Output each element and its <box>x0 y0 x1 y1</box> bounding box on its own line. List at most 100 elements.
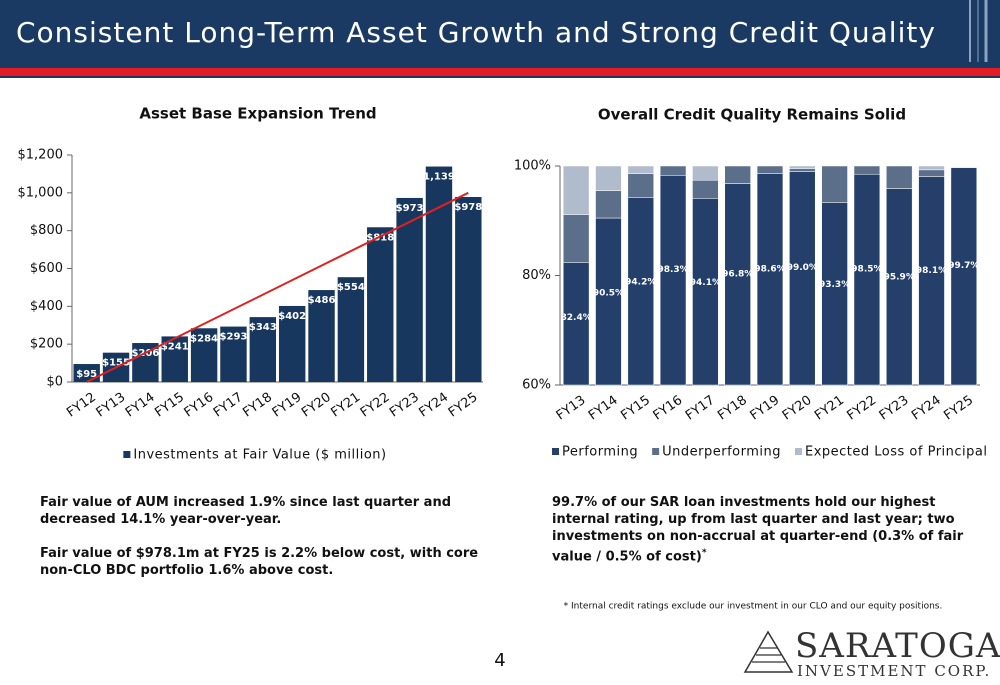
bar-segment <box>789 171 816 386</box>
header-bar <box>0 0 1000 68</box>
x-tick-label: FY19 <box>270 390 305 421</box>
value-label: 98.1% <box>916 266 947 276</box>
x-tick-label: FY22 <box>844 393 879 424</box>
logo-shape <box>752 647 785 663</box>
y-tick-label: 100% <box>514 159 551 174</box>
header-stripe <box>0 68 1000 76</box>
value-label: $343 <box>249 322 277 333</box>
x-tick-label: FY12 <box>64 390 99 421</box>
chart-title: Overall Credit Quality Remains Solid <box>598 106 906 124</box>
value-label: 99.7% <box>948 261 979 271</box>
value-label: 98.6% <box>754 264 785 274</box>
bar-segment <box>627 165 654 174</box>
bar-segment <box>724 165 751 184</box>
bar <box>396 197 423 382</box>
legend: Performing Underperforming Expected Loss o… <box>552 445 988 460</box>
x-tick-label: FY24 <box>909 393 944 424</box>
y-tick-label: $0 <box>46 375 63 390</box>
x-tick-label: FY17 <box>211 390 246 421</box>
x-tick-label: FY18 <box>715 393 750 424</box>
bar-segment <box>692 198 719 386</box>
legend-label: Underperforming <box>662 445 781 460</box>
x-tick-label: FY23 <box>387 390 422 421</box>
value-label: 82.4% <box>561 313 592 323</box>
value-label: $293 <box>220 332 248 343</box>
bar <box>249 317 277 382</box>
x-tick-label: FY13 <box>554 393 589 424</box>
bar-segment <box>659 175 687 386</box>
chart-title: Asset Base Expansion Trend <box>139 105 376 123</box>
value-label: $284 <box>190 333 218 344</box>
value-label: 96.8% <box>722 270 753 280</box>
x-tick-label: FY21 <box>328 390 363 421</box>
legend-swatch <box>123 451 131 458</box>
value-label: $155 <box>102 358 130 369</box>
legend-swatch <box>652 448 660 455</box>
bar-segment <box>950 167 978 386</box>
note: Fair value of AUM increased 1.9% since l… <box>40 495 452 527</box>
bar-segment <box>821 202 848 386</box>
x-tick-label: FY19 <box>748 393 783 424</box>
bar-segment <box>692 179 719 199</box>
legend-swatch <box>795 448 802 455</box>
value-label: $402 <box>278 311 306 322</box>
value-label: $241 <box>161 341 189 352</box>
x-tick-label: FY15 <box>152 390 187 421</box>
bar-segment <box>886 165 913 189</box>
legend-label: Performing <box>562 445 638 460</box>
bar-segment <box>627 173 654 199</box>
bar <box>190 328 218 382</box>
x-tick-label: FY18 <box>240 390 275 421</box>
footnote: * Internal credit ratings exclude our in… <box>564 602 943 612</box>
slide-title: Consistent Long-Term Asset Growth and St… <box>16 16 936 49</box>
bar-segment <box>853 173 881 386</box>
bar-segment <box>886 188 913 386</box>
logo-shape <box>743 630 794 673</box>
bar-segment <box>562 165 590 215</box>
header-stripe <box>0 76 1000 78</box>
x-tick-label: FY16 <box>651 393 686 424</box>
bar <box>337 277 365 382</box>
bar-segment <box>789 168 816 172</box>
value-label: 1,139 <box>423 172 455 183</box>
page-number: 4 <box>494 650 505 671</box>
y-tick-label: 80% <box>522 268 551 283</box>
x-tick-label: FY21 <box>812 393 847 424</box>
x-tick-label: FY16 <box>182 390 217 421</box>
x-tick-label: FY17 <box>683 393 718 424</box>
x-tick-label: FY15 <box>618 393 653 424</box>
bar-segment <box>595 217 622 386</box>
bar-segment <box>918 169 945 177</box>
legend-label: Expected Loss of Principal <box>805 445 988 460</box>
bar <box>220 326 247 382</box>
value-label: 95.9% <box>884 272 915 282</box>
value-label: 98.3% <box>657 265 688 275</box>
bar-segment <box>853 165 881 175</box>
bar-segment <box>756 173 784 386</box>
x-tick-label: FY23 <box>877 393 912 424</box>
note-block: 99.7% of our SAR loan investments hold o… <box>552 494 972 565</box>
bar-segment <box>918 176 945 386</box>
x-tick-label: FY24 <box>416 390 451 421</box>
x-tick-label: FY13 <box>94 390 129 421</box>
bar-segment <box>562 214 590 263</box>
bar <box>425 166 453 382</box>
logo-icon <box>743 630 794 673</box>
note: 99.7% of our SAR loan investments hold o… <box>552 495 964 565</box>
x-tick-label: FY25 <box>446 390 481 421</box>
bar <box>308 290 335 382</box>
bar-segment <box>562 262 590 386</box>
value-label: 98.5% <box>851 265 882 275</box>
bar-segment <box>724 183 751 386</box>
value-label: 93.3% <box>819 280 850 290</box>
y-tick-label: $800 <box>30 223 63 238</box>
value-label: $486 <box>308 295 336 306</box>
y-tick-label: $1,200 <box>18 148 64 163</box>
value-label: 99.0% <box>787 263 818 273</box>
x-tick-label: FY22 <box>358 390 393 421</box>
bar <box>455 196 482 382</box>
value-label: $973 <box>396 203 424 214</box>
legend-swatch <box>552 448 559 455</box>
